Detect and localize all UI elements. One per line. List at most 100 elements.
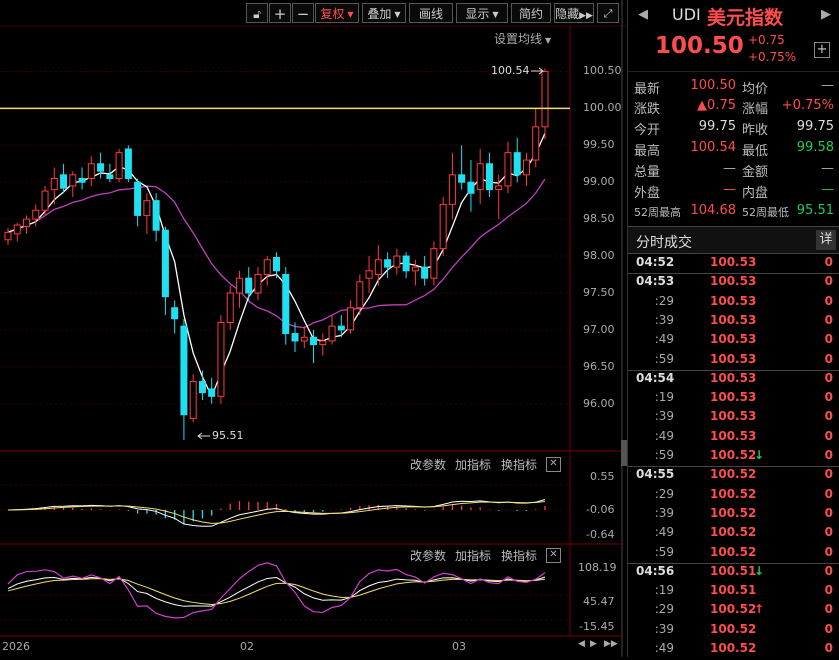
candle bbox=[504, 152, 512, 187]
prev-symbol-icon[interactable]: ◀ bbox=[638, 7, 648, 22]
trade-row: :49 100.52 0 bbox=[628, 641, 839, 660]
scroll-end-icon[interactable]: ▶▶ bbox=[604, 639, 618, 649]
candle bbox=[384, 259, 392, 268]
trade-row: :19 100.51 0 bbox=[628, 583, 839, 602]
trade-time: :49 bbox=[654, 525, 674, 540]
trades-detail-button[interactable]: 详 bbox=[816, 230, 836, 250]
stat-label-zuixin: 最新 bbox=[634, 82, 661, 97]
trade-volume: 0 bbox=[824, 312, 833, 327]
candle bbox=[300, 336, 308, 342]
stat-52high: 104.68 bbox=[690, 203, 737, 218]
candle bbox=[134, 181, 142, 216]
yincang-button[interactable]: 隐藏▶▶ bbox=[554, 3, 594, 23]
trade-time: 04:56 bbox=[636, 563, 675, 578]
macd-close-icon[interactable]: ✕ bbox=[546, 457, 561, 472]
zoom-in-button[interactable]: + bbox=[269, 3, 291, 23]
stat-52low: 95.51 bbox=[796, 203, 834, 218]
trade-price: 100.53 bbox=[710, 351, 757, 366]
kdj-jia-button[interactable]: 加指标 bbox=[455, 549, 492, 563]
trade-price: 100.53 bbox=[710, 255, 757, 269]
fullscreen-icon[interactable]: ⤢ bbox=[597, 3, 619, 23]
trade-row: 04:53 100.53 0 bbox=[628, 274, 839, 293]
arrow-down-icon: ↓ bbox=[754, 563, 765, 578]
price-axis-label: 99.50 bbox=[583, 138, 615, 152]
lock-icon[interactable]: 🔓︎ bbox=[246, 3, 268, 23]
candle bbox=[106, 174, 114, 180]
add-watchlist-button[interactable]: + bbox=[814, 42, 830, 58]
macd-huan-button[interactable]: 换指标 bbox=[501, 458, 538, 472]
stat-label-zhangfu: 涨幅 bbox=[742, 102, 769, 117]
candle bbox=[411, 266, 419, 272]
trade-price: 100.53 bbox=[710, 332, 757, 347]
macd-jia-button[interactable]: 加指标 bbox=[455, 458, 492, 472]
stat-zuoshou: 99.75 bbox=[796, 119, 834, 134]
stat-label-52high: 52周最高 bbox=[634, 206, 681, 219]
candle bbox=[171, 307, 179, 320]
price-axis-label: 97.50 bbox=[583, 285, 615, 299]
fuquan-menu[interactable]: 复权 ▼ bbox=[315, 3, 359, 23]
candle bbox=[226, 292, 234, 323]
trade-time: :59 bbox=[654, 544, 674, 559]
candle bbox=[421, 266, 429, 279]
last-price: 100.50 bbox=[655, 33, 744, 59]
trade-price: 100.52 bbox=[710, 621, 757, 636]
trade-price: 100.52 bbox=[710, 641, 757, 655]
macd-gai-button[interactable]: 改参数 bbox=[410, 458, 447, 472]
kdj-huan-button[interactable]: 换指标 bbox=[501, 549, 538, 563]
candle bbox=[291, 333, 299, 342]
stat-junjia: — bbox=[821, 78, 834, 93]
x-label-2026: 2026 bbox=[2, 640, 30, 653]
price-axis-label: 100.50 bbox=[583, 64, 622, 78]
stat-waipan: — bbox=[723, 182, 736, 197]
candle bbox=[97, 163, 105, 172]
chevron-down-icon: ▼ bbox=[347, 10, 354, 19]
diejia-menu[interactable]: 叠加 ▼ bbox=[362, 3, 406, 23]
ma-long-line bbox=[7, 178, 546, 329]
macd-axis-top: 0.55 bbox=[590, 470, 615, 483]
candle bbox=[198, 381, 206, 394]
trade-price: 100.52 bbox=[710, 544, 757, 559]
candle bbox=[541, 70, 549, 128]
trade-time: :39 bbox=[654, 312, 674, 327]
candle bbox=[319, 340, 327, 346]
kdj-close-icon[interactable]: ✕ bbox=[546, 548, 561, 563]
trade-time: :29 bbox=[654, 293, 674, 308]
kline-chart bbox=[0, 0, 627, 657]
candle bbox=[272, 257, 281, 272]
candle bbox=[245, 277, 253, 294]
candle bbox=[522, 159, 530, 176]
trade-volume: 0 bbox=[824, 274, 833, 289]
price-axis-label: 99.00 bbox=[583, 175, 615, 189]
trade-volume: 0 bbox=[824, 428, 833, 443]
kdj-axis-top: 108.19 bbox=[578, 561, 617, 574]
trade-price: 100.51 bbox=[710, 563, 757, 578]
trade-row: 04:56 100.51 0 ↓ bbox=[628, 564, 839, 583]
trade-row: :59 100.53 0 bbox=[628, 352, 839, 371]
low-marker-label: 95.51 bbox=[212, 429, 244, 442]
candle bbox=[13, 224, 21, 235]
scroll-right-icon[interactable]: ▶ bbox=[590, 639, 597, 649]
kdj-gai-button[interactable]: 改参数 bbox=[410, 549, 447, 563]
stat-zuixin: 100.50 bbox=[690, 78, 737, 93]
stat-label-jinkai: 今开 bbox=[634, 123, 661, 138]
trade-time: 04:55 bbox=[636, 467, 675, 482]
huaxian-button[interactable]: 画线 bbox=[409, 3, 453, 23]
ma-setting-button[interactable]: 设置均线 ▼ bbox=[494, 32, 552, 46]
stat-label-zuoshou: 昨收 bbox=[742, 123, 769, 138]
zoom-out-button[interactable]: − bbox=[292, 3, 314, 23]
trade-row: :49 100.53 0 bbox=[628, 332, 839, 351]
price-axis-label: 100.00 bbox=[583, 101, 622, 115]
jianyue-button[interactable]: 简约 bbox=[511, 3, 551, 23]
panel-splitter-handle[interactable] bbox=[621, 440, 627, 466]
chevron-down-icon: ▼ bbox=[394, 10, 401, 19]
scroll-left-icon[interactable]: ◀ bbox=[578, 639, 585, 649]
trade-volume: 0 bbox=[824, 544, 833, 559]
xianshi-menu[interactable]: 显示 ▼ bbox=[456, 3, 508, 23]
candle bbox=[347, 307, 355, 331]
candle bbox=[513, 152, 521, 176]
trade-time: 04:52 bbox=[636, 255, 675, 269]
candle bbox=[430, 248, 438, 279]
trade-price: 100.52 bbox=[710, 602, 757, 617]
next-symbol-icon[interactable]: ▶ bbox=[821, 7, 831, 22]
candle bbox=[458, 174, 466, 183]
